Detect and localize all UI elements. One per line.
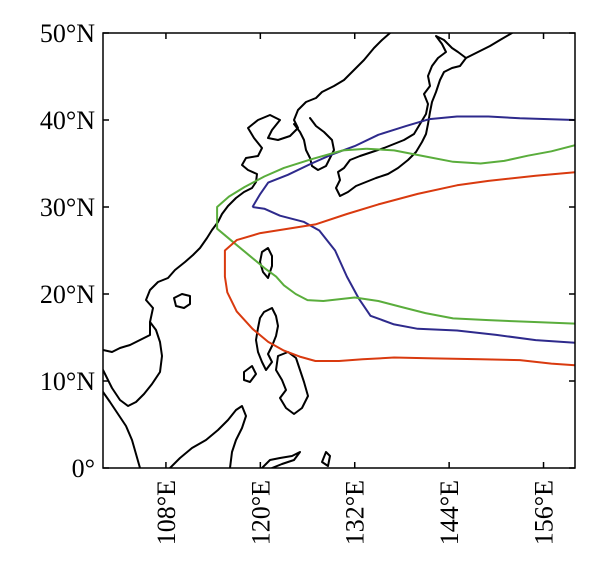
coastline-indochina	[103, 321, 163, 407]
coastline-kuril	[465, 33, 513, 59]
coastline-layer	[103, 33, 513, 468]
coastline-malay	[103, 391, 141, 468]
lon-tick-label: 108°E	[152, 480, 181, 545]
ticks-layer	[103, 32, 575, 469]
coastline-hainan	[173, 293, 191, 309]
lat-tick-label: 30°N	[40, 193, 95, 222]
lat-tick-label: 0°	[72, 454, 95, 483]
lon-tick-label: 144°E	[435, 480, 464, 545]
typhoon-track-1	[251, 115, 575, 208]
coastline-borneo	[169, 405, 247, 468]
typhoon-track-4	[223, 171, 575, 367]
lon-tick-label: 132°E	[341, 480, 370, 545]
typhoon-track-2	[216, 147, 575, 325]
lon-tick-label: 156°E	[530, 480, 559, 545]
coastline-sulawesi	[261, 451, 301, 468]
labels-layer: 0° 10°N 20°N 30°N 40°N 50°N 108°E 120°E 132°E 144…	[40, 19, 559, 545]
typhoon-track-3	[366, 144, 575, 165]
tracks-layer	[216, 115, 575, 367]
lat-tick-label: 50°N	[40, 19, 95, 48]
lat-tick-label: 40°N	[40, 106, 95, 135]
coastline-philippines	[243, 307, 309, 415]
coastline-japan	[335, 35, 467, 197]
map-frame	[102, 32, 576, 469]
lon-tick-label: 120°E	[246, 480, 275, 545]
lat-tick-label: 10°N	[40, 367, 95, 396]
coastline-korea	[293, 117, 335, 171]
coastline-china	[103, 33, 391, 353]
coastline-taiwan	[259, 247, 273, 279]
coastline-maluku	[321, 451, 331, 467]
lat-tick-label: 20°N	[40, 280, 95, 309]
